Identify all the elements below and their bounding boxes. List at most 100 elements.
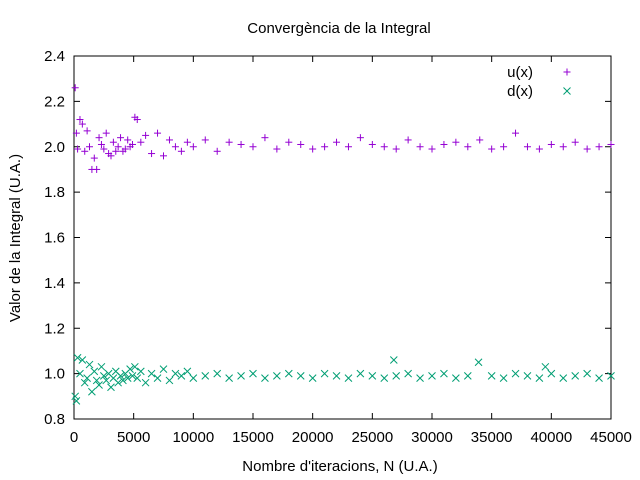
data-point [117, 134, 125, 142]
data-point [500, 143, 508, 151]
data-point [142, 131, 150, 139]
data-point [100, 145, 108, 153]
data-point [488, 145, 496, 153]
x-axis-title: Nombre d'iteracions, N (U.A.) [242, 458, 437, 475]
data-point [165, 136, 173, 144]
data-point [183, 138, 191, 146]
data-point [160, 152, 167, 160]
data-point [107, 383, 115, 392]
data-point [356, 369, 365, 378]
data-point [189, 143, 197, 151]
data-point [201, 372, 210, 380]
legend-label: d(x) [507, 83, 533, 100]
data-point [321, 143, 329, 151]
data-point [72, 396, 81, 405]
x-tick-label: 25000 [351, 429, 393, 446]
data-point [392, 145, 400, 153]
data-point [124, 136, 132, 144]
data-point [607, 372, 615, 380]
legend-marker [563, 87, 571, 95]
data-point [95, 134, 103, 142]
data-point [92, 376, 101, 385]
data-point [225, 138, 233, 146]
data-point [114, 378, 123, 387]
data-point [285, 138, 293, 146]
data-point [474, 358, 483, 367]
y-tick-label: 1.0 [44, 366, 65, 383]
data-point [368, 372, 377, 380]
data-point [237, 372, 245, 380]
y-tick-label: 2.0 [44, 139, 65, 156]
data-point [392, 372, 401, 380]
data-point [126, 365, 134, 373]
data-point [85, 360, 94, 369]
data-point [583, 145, 591, 153]
data-point [183, 367, 192, 376]
data-point [237, 140, 245, 148]
data-point [547, 140, 555, 148]
data-point [88, 387, 96, 396]
plot-frame [73, 55, 612, 420]
data-point [159, 365, 168, 373]
data-point [72, 129, 80, 137]
data-point [107, 152, 115, 160]
x-tick-label: 40000 [530, 429, 572, 446]
data-point [128, 140, 136, 148]
series-u-x [71, 84, 615, 173]
x-tick-label: 20000 [292, 429, 334, 446]
data-point [380, 374, 389, 383]
y-axis-title: Valor de la Integral (U.A.) [7, 154, 24, 322]
data-point [171, 143, 179, 151]
legend-marker [563, 68, 571, 76]
data-point [102, 129, 110, 137]
data-point [133, 116, 141, 124]
data-point [512, 129, 520, 137]
legend-item-d-x: d(x) [507, 83, 571, 100]
data-point [128, 372, 137, 380]
legend: u(x) d(x) [507, 64, 571, 100]
data-point [153, 374, 162, 383]
data-point [95, 381, 103, 389]
x-tick-label: 15000 [232, 429, 274, 446]
data-point [78, 120, 86, 128]
data-point [523, 143, 531, 151]
data-point [121, 145, 129, 153]
data-point [511, 369, 520, 378]
data-point [249, 143, 257, 151]
data-point [261, 134, 269, 142]
data-point [344, 374, 353, 383]
data-point [273, 372, 281, 380]
data-point [476, 136, 484, 144]
data-point [440, 140, 448, 148]
y-tick-label: 1.4 [44, 275, 65, 292]
y-tick-label: 1.6 [44, 230, 65, 247]
x-tick-label: 5000 [117, 429, 150, 446]
data-point [147, 369, 156, 378]
data-point [177, 147, 185, 155]
data-point [261, 374, 269, 383]
data-point [171, 369, 180, 378]
data-point [71, 84, 79, 92]
data-point [356, 134, 364, 142]
data-point [148, 150, 156, 158]
legend-label: u(x) [507, 64, 533, 81]
y-tick-label: 0.8 [44, 411, 65, 428]
data-point [309, 145, 317, 153]
data-point [571, 138, 579, 146]
data-point [547, 369, 556, 378]
data-point [83, 127, 91, 135]
x-tick-label: 35000 [471, 429, 513, 446]
data-point [119, 376, 127, 385]
data-point [368, 140, 376, 148]
data-point [571, 372, 580, 380]
data-point [189, 374, 198, 383]
data-point [123, 374, 132, 383]
data-point [154, 129, 162, 137]
data-point [97, 140, 105, 148]
data-point [112, 147, 120, 155]
data-point [165, 376, 174, 385]
data-point [320, 369, 329, 378]
data-point [109, 138, 117, 146]
